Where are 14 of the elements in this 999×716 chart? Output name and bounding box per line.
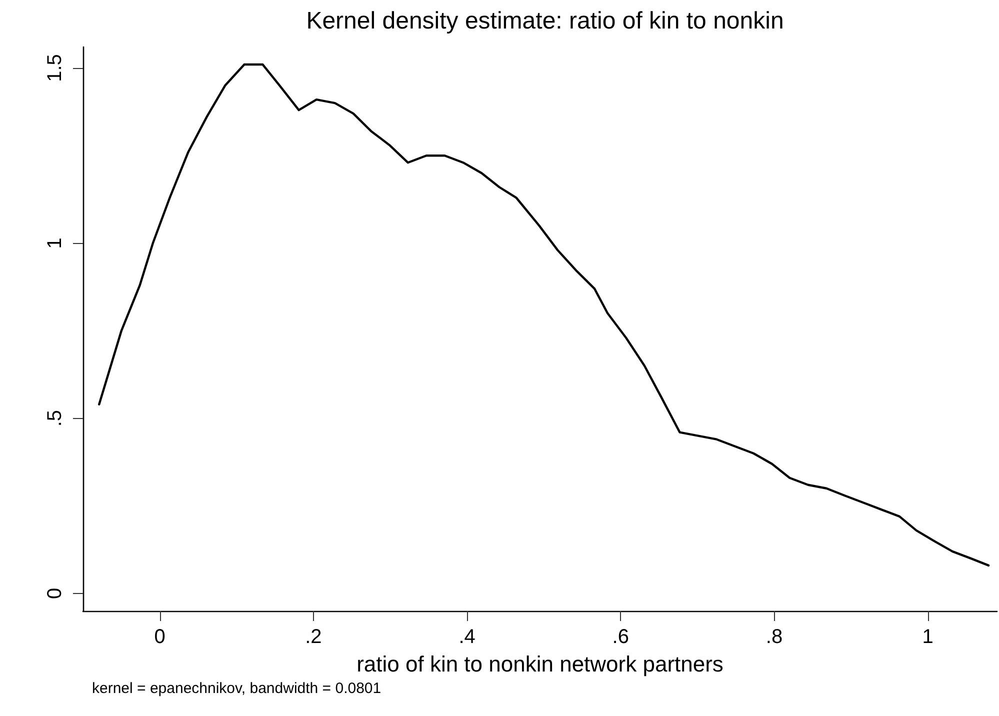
text: kernel = epanechnikov, bandwidth = 0.0801 <box>92 680 382 697</box>
y-tick-label: 1.5 <box>44 54 66 82</box>
y-tick-label: .5 <box>44 410 66 427</box>
x-tick-label: .4 <box>458 626 476 648</box>
y-tick-label: 0 <box>44 588 66 600</box>
x-axis-title: ratio of kin to nonkin network partners <box>356 652 724 676</box>
x-tick-label: .8 <box>766 626 783 648</box>
x-tick-label: 1 <box>922 626 934 648</box>
x-tick-label: 0 <box>154 626 166 648</box>
x-tick-label: .6 <box>612 626 629 648</box>
x-tick-label: .2 <box>305 626 322 648</box>
y-tick-label: 1 <box>44 238 66 249</box>
line-series <box>98 63 990 567</box>
chart-title: Kernel density estimate: ratio of kin to nonkin <box>306 8 784 34</box>
